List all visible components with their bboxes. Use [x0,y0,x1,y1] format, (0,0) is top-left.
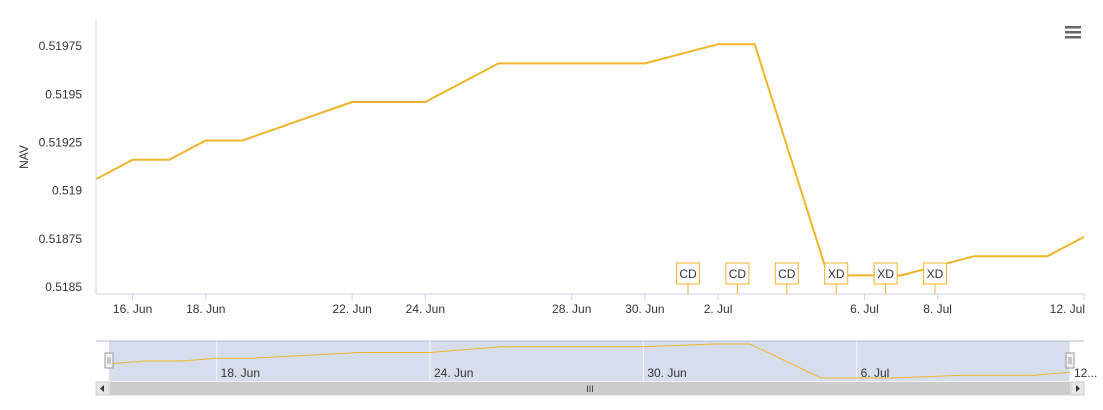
navigator-tick-label: 30. Jun [647,366,686,380]
x-tick-label: 12. Jul [1050,302,1085,316]
y-tick-label: 0.519 [52,184,82,198]
arrow-left-shape [100,385,104,392]
navigator-tick-label: 6. Jul [861,366,890,380]
flag-label: CD [729,267,747,281]
x-tick-label: 24. Jun [406,302,445,316]
x-tick-label: 8. Jul [923,302,952,316]
scrollbar-thumb[interactable] [110,382,1070,395]
y-tick-label: 0.51975 [39,39,83,53]
navigator-selection[interactable] [109,341,1070,381]
flag-box [923,262,947,285]
flag-box [676,262,700,285]
flag-label: XD [877,267,894,281]
x-tick-label: 28. Jun [552,302,591,316]
navigator-series-line [109,343,1071,379]
x-tick-label: 6. Jul [850,302,879,316]
flag-label: XD [828,267,845,281]
flag-xd[interactable]: XD [824,262,849,294]
x-tick-label: 18. Jun [186,302,225,316]
navigator-tick-label: 12... [1074,366,1097,380]
hamburger-menu-icon[interactable] [1060,20,1086,44]
x-tick-label: 22. Jun [332,302,371,316]
flag-box [824,262,849,285]
flag-label: CD [778,267,796,281]
x-tick-label: 16. Jun [113,302,152,316]
arrow-right-icon[interactable] [1070,381,1085,396]
plot-area [95,43,1085,277]
navigator-handle-left[interactable] [104,352,114,369]
handle-body [104,352,114,369]
arrow-left-icon[interactable] [95,381,110,396]
flag-xd[interactable]: XD [873,262,898,294]
x-tick-label: 2. Jul [704,302,733,316]
flag-box [774,262,799,285]
y-axis-title: NAV [17,145,31,169]
flag-label: CD [679,267,697,281]
y-tick-label: 0.5195 [45,87,82,101]
y-tick-label: 0.51875 [39,232,83,246]
flag-box [873,262,898,285]
navigator-tick-label: 24. Jun [434,366,473,380]
navigator-handle-right[interactable] [1065,352,1075,369]
navigator[interactable]: 18. Jun 24. Jun 30. Jun 6. Jul 12... [96,340,1097,381]
scrollbar-grip-icon: III [586,384,594,394]
scrollbar[interactable]: III [95,381,1085,396]
flag-cd[interactable]: CD [725,262,750,294]
y-tick-label: 0.5185 [45,280,82,294]
event-flags: CD CD CD XD XD XD [676,262,947,294]
arrow-right-shape [1076,385,1080,392]
axes: 0.5185 0.51875 0.519 0.51925 0.5195 0.51975 NA… [17,20,1085,316]
x-tick-label: 30. Jun [625,302,664,316]
handle-body [1065,352,1075,369]
flag-label: XD [927,267,944,281]
flag-cd[interactable]: CD [774,262,799,294]
flag-xd[interactable]: XD [923,262,947,294]
y-tick-label: 0.51925 [39,135,83,149]
flag-cd[interactable]: CD [676,262,700,294]
flag-box [725,262,750,285]
navigator-tick-label: 18. Jun [221,366,260,380]
nav-series-line [95,43,1085,277]
